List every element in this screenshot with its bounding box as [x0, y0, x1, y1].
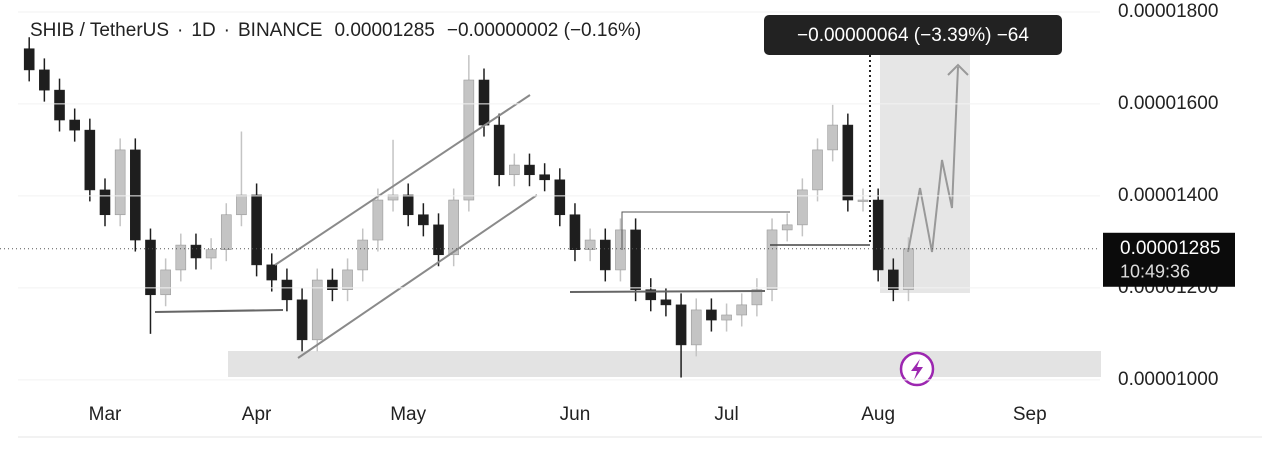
candle-body: [888, 269, 899, 290]
candle-body: [857, 199, 869, 202]
projection-tooltip: [764, 15, 1062, 55]
candle-body: [903, 248, 914, 290]
header-price: 0.00001285: [334, 20, 434, 41]
alert-bolt: [911, 359, 923, 380]
candle-body: [721, 314, 732, 321]
candle-body: [493, 124, 505, 176]
x-tick-label: Jun: [560, 404, 591, 425]
candle-body: [766, 229, 778, 290]
candle-body: [266, 264, 278, 281]
candle-body: [175, 244, 187, 271]
candle-body: [251, 194, 262, 266]
drawings: [154, 55, 969, 359]
candle-body: [569, 214, 581, 250]
symbol: SHIB / TetherUS: [30, 20, 169, 41]
candle-body: [23, 48, 35, 71]
candle-body: [311, 279, 323, 341]
candle-body: [630, 229, 641, 290]
countdown: 10:49:36: [1120, 262, 1190, 282]
candle-body: [751, 289, 763, 306]
y-tick-label: 0.00001800: [1118, 1, 1218, 22]
candle-body: [872, 199, 884, 271]
candle-body: [842, 124, 854, 201]
candle-body: [660, 299, 672, 306]
candle-body: [675, 304, 687, 346]
candle-body: [706, 309, 717, 321]
candle-body: [54, 89, 65, 121]
projection-path: [907, 66, 959, 253]
last-price-box: [1103, 232, 1235, 287]
candle-body: [827, 124, 838, 151]
y-tick-label: 0.00001400: [1118, 185, 1218, 206]
candle-body: [387, 194, 399, 201]
candle-body: [281, 279, 293, 301]
range-high: [621, 211, 790, 250]
x-tick-label: Apr: [242, 404, 272, 425]
price-scale: 0.000010000.000012000.000014000.00001600…: [18, 1, 1218, 390]
candle-body: [357, 239, 369, 271]
candle-body: [433, 224, 444, 256]
separator: ·: [224, 20, 230, 41]
candle-body: [190, 244, 202, 259]
time-scale: Mar Apr May Jun Jul Aug Sep: [89, 404, 1047, 425]
x-tick-label: Mar: [89, 404, 122, 425]
y-tick-label: 0.00001000: [1118, 369, 1218, 390]
candle-body: [39, 69, 50, 91]
candle-body: [448, 199, 459, 256]
candle-body: [114, 149, 126, 216]
candle-body: [812, 149, 823, 191]
x-tick-label: May: [390, 404, 426, 425]
candle-body: [69, 119, 80, 131]
header: SHIB / TetherUS · 1D · BINANCE 0.00001285 −0.0…: [30, 20, 641, 41]
candle-body: [584, 239, 596, 250]
candle-body: [524, 164, 535, 176]
candle-body: [205, 249, 217, 259]
candle-body: [599, 239, 611, 271]
candle-body: [478, 79, 490, 126]
candle-body: [797, 189, 808, 226]
support-zone: [228, 351, 1101, 377]
candle-body: [236, 194, 247, 216]
support-line: [154, 309, 284, 313]
candle-body: [539, 174, 550, 181]
separator: ·: [177, 20, 183, 41]
candle-body: [690, 309, 702, 346]
projection-zone: [880, 50, 970, 293]
candle-body: [342, 269, 353, 290]
candle-body: [781, 224, 793, 231]
candle-body: [220, 214, 232, 250]
channel-bottom: [297, 194, 538, 359]
exchange: BINANCE: [238, 20, 322, 41]
candle-body: [418, 214, 429, 226]
candle-body: [84, 129, 96, 191]
candle-body: [615, 229, 626, 271]
candle-body: [402, 194, 414, 216]
candle-body: [509, 164, 520, 176]
candle-body: [160, 269, 171, 296]
range-low: [569, 290, 766, 293]
x-tick-label: Jul: [714, 404, 738, 425]
projection-arrow: [947, 63, 969, 76]
x-tick-label: Aug: [861, 404, 895, 425]
channel-top: [274, 94, 531, 266]
candle-body: [645, 289, 657, 301]
candle-body: [372, 199, 384, 241]
candle-body: [296, 299, 308, 341]
candle-body: [99, 189, 111, 216]
projection-label: −0.00000064 (−3.39%) −64: [797, 25, 1029, 46]
interval: 1D: [191, 20, 215, 41]
candles: [23, 37, 914, 378]
x-tick-label: Sep: [1013, 404, 1047, 425]
candle-body: [145, 239, 156, 296]
y-tick-label: 0.00001600: [1118, 93, 1218, 114]
candle-body: [736, 304, 748, 316]
candle-body: [554, 179, 566, 216]
last-price: 0.00001285: [1120, 238, 1220, 259]
header-change: −0.00000002 (−0.16%): [447, 20, 641, 41]
candle-body: [130, 149, 141, 241]
candle-body: [327, 279, 338, 290]
candle-body: [463, 79, 475, 201]
